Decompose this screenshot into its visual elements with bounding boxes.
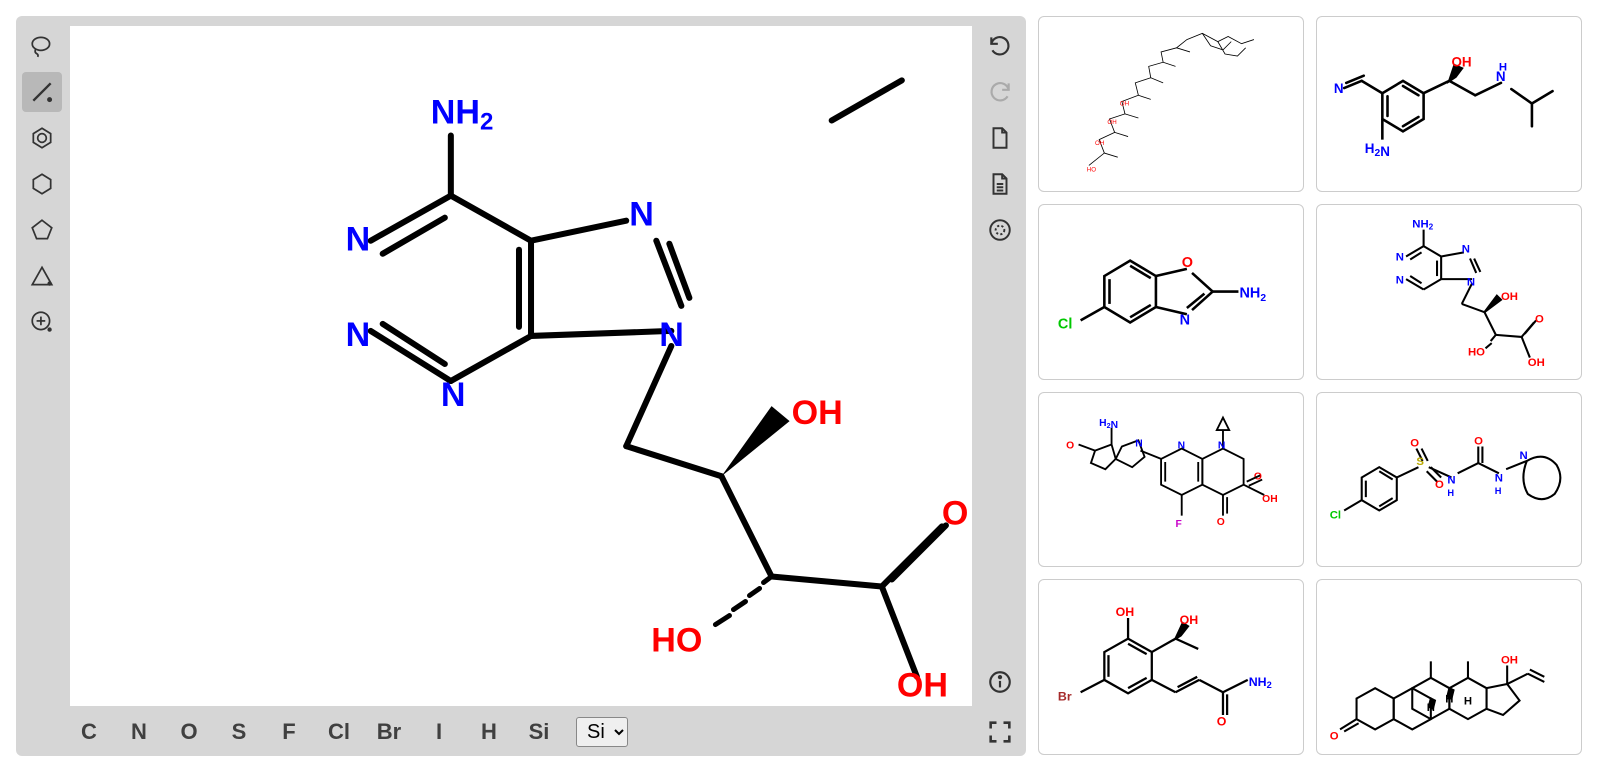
undo-button[interactable]: [980, 26, 1020, 66]
element-si[interactable]: Si: [526, 719, 552, 745]
svg-text:HO: HO: [1468, 347, 1485, 359]
element-o[interactable]: O: [176, 719, 202, 745]
gallery-thumb-5[interactable]: Cl S OO NH O NH N: [1316, 392, 1582, 568]
svg-text:N: N: [1494, 472, 1502, 484]
svg-text:O: O: [1535, 314, 1544, 326]
svg-text:S: S: [1416, 456, 1424, 468]
open-button[interactable]: [980, 164, 1020, 204]
element-c[interactable]: C: [76, 719, 102, 745]
svg-text:NH2: NH2: [1248, 675, 1271, 690]
left-toolbar: [16, 16, 68, 708]
svg-text:OH: OH: [1262, 494, 1277, 505]
triangle-tool[interactable]: [22, 256, 62, 296]
svg-text:OH: OH: [1115, 605, 1134, 619]
element-i[interactable]: I: [426, 719, 452, 745]
svg-text:O: O: [1410, 437, 1419, 449]
svg-text:N: N: [1461, 243, 1469, 255]
svg-text:H: H: [1494, 486, 1501, 496]
element-br[interactable]: Br: [376, 719, 402, 745]
label-nh2: NH2: [431, 93, 494, 135]
svg-text:H: H: [1463, 695, 1471, 707]
svg-text:F: F: [1175, 519, 1181, 530]
svg-text:N: N: [1179, 313, 1189, 329]
lasso-tool[interactable]: [22, 26, 62, 66]
svg-text:HO: HO: [1086, 167, 1095, 174]
element-h[interactable]: H: [476, 719, 502, 745]
svg-text:O: O: [1435, 479, 1444, 491]
svg-text:H: H: [1445, 693, 1453, 705]
canvas[interactable]: NH2 N N N N N OH HO O OH: [70, 26, 972, 706]
svg-text:OH: OH: [1179, 613, 1198, 627]
label-n: N: [346, 221, 371, 259]
svg-text:N: N: [1217, 440, 1224, 451]
label-n: N: [659, 316, 684, 354]
svg-text:Cl: Cl: [1329, 510, 1340, 522]
svg-text:H: H: [1447, 488, 1454, 498]
svg-text:H2N: H2N: [1099, 418, 1118, 431]
gallery-thumb-0[interactable]: HO OH OH OH: [1038, 16, 1304, 192]
element-s[interactable]: S: [226, 719, 252, 745]
svg-text:N: N: [1395, 252, 1403, 264]
charge-tool[interactable]: [22, 302, 62, 342]
svg-text:N: N: [1519, 450, 1527, 462]
svg-text:N: N: [1447, 475, 1455, 487]
new-button[interactable]: [980, 118, 1020, 158]
svg-text:OH: OH: [1501, 654, 1518, 666]
svg-text:NH2: NH2: [1412, 219, 1433, 232]
label-ho: HO: [651, 622, 702, 660]
element-select[interactable]: Si: [576, 717, 628, 747]
element-n[interactable]: N: [126, 719, 152, 745]
bond-tool[interactable]: [22, 72, 62, 112]
gallery-thumb-2[interactable]: Cl O N NH2: [1038, 204, 1304, 380]
label-n: N: [629, 196, 654, 234]
svg-text:N: N: [1135, 438, 1142, 449]
gallery-thumb-4[interactable]: F O OH O NN N O H2N: [1038, 392, 1304, 568]
svg-text:OH: OH: [1527, 357, 1544, 369]
element-cl[interactable]: Cl: [326, 719, 352, 745]
gallery-thumb-1[interactable]: N H2N OH N H: [1316, 16, 1582, 192]
svg-text:O: O: [1329, 730, 1338, 742]
fullscreen-button[interactable]: [986, 718, 1014, 746]
svg-text:Cl: Cl: [1058, 317, 1072, 333]
svg-text:H: H: [1499, 62, 1507, 74]
pentagon-tool[interactable]: [22, 210, 62, 250]
svg-text:O: O: [1216, 714, 1226, 728]
label-o: O: [942, 494, 968, 532]
svg-text:N: N: [1467, 276, 1475, 288]
svg-text:Br: Br: [1058, 689, 1072, 703]
svg-text:OH: OH: [1451, 55, 1471, 70]
gallery-thumb-7[interactable]: O OH H H H: [1316, 579, 1582, 755]
hexagon-tool[interactable]: [22, 164, 62, 204]
label-n: N: [346, 316, 371, 354]
gallery-thumb-6[interactable]: OH OH Br O NH2: [1038, 579, 1304, 755]
gallery-thumb-3[interactable]: NH2 NN NN OH HO O OH: [1316, 204, 1582, 380]
redo-button[interactable]: [980, 72, 1020, 112]
svg-text:N: N: [1395, 274, 1403, 286]
zoom-fit-button[interactable]: [980, 210, 1020, 250]
svg-text:O: O: [1474, 435, 1483, 447]
svg-text:H: H: [1426, 701, 1434, 713]
svg-text:OH: OH: [1501, 291, 1518, 303]
svg-text:N: N: [1333, 82, 1343, 97]
element-f[interactable]: F: [276, 719, 302, 745]
info-button[interactable]: [980, 662, 1020, 702]
svg-text:N: N: [1177, 440, 1184, 451]
editor-panel: NH2 N N N N N OH HO O OH: [16, 16, 1026, 756]
right-toolbar: [974, 16, 1026, 708]
svg-text:H2N: H2N: [1364, 141, 1389, 159]
gallery: HOOH OHOH N H2N OH N H: [1038, 16, 1582, 755]
label-oh: OH: [792, 394, 843, 432]
svg-text:OH: OH: [1119, 101, 1128, 108]
svg-text:O: O: [1181, 255, 1192, 271]
label-oh: OH: [897, 667, 948, 705]
svg-text:O: O: [1066, 440, 1074, 451]
element-toolbar: C N O S F Cl Br I H Si Si: [16, 708, 1026, 756]
svg-text:OH: OH: [1095, 140, 1104, 147]
benzene-tool[interactable]: [22, 118, 62, 158]
svg-text:OH: OH: [1107, 120, 1116, 127]
svg-text:NH2: NH2: [1239, 286, 1266, 304]
svg-text:O: O: [1216, 517, 1224, 528]
label-n: N: [441, 376, 466, 414]
